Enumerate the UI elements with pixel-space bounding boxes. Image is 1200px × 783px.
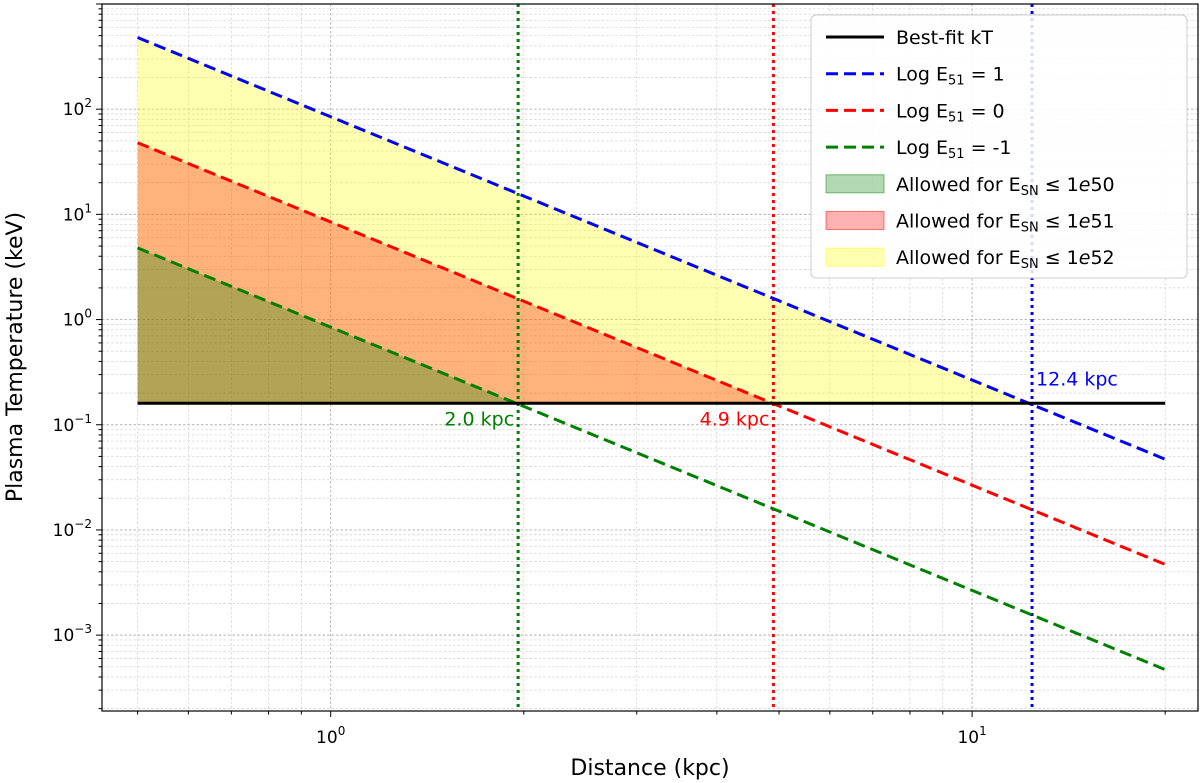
y-tick-label: 100 — [63, 307, 92, 331]
distance-marker-label: 4.9 kpc — [700, 408, 770, 430]
x-tick-label: 101 — [957, 724, 986, 748]
y-tick-label: 101 — [63, 201, 92, 225]
series-lines — [137, 36, 1166, 672]
legend-label-series: Log E51 = -1 — [896, 137, 1011, 162]
series-line-2 — [137, 246, 1166, 672]
legend-label-series: Log E51 = 0 — [896, 100, 1005, 125]
legend-label-region: Allowed for ESN ≤ 1e50 — [896, 174, 1115, 199]
series-line-0 — [137, 36, 1166, 461]
y-tick-label: 10−2 — [53, 517, 92, 541]
distance-marker-label: 2.0 kpc — [444, 408, 514, 430]
y-tick-label: 10−3 — [53, 622, 92, 646]
plot-frame — [101, 3, 1199, 712]
distance-marker-labels: 2.0 kpc 4.9 kpc 12.4 kpc — [444, 368, 1118, 430]
legend-box — [810, 14, 1188, 279]
legend-handle-region — [825, 211, 885, 230]
legend-label-region: Allowed for ESN ≤ 1e51 — [896, 211, 1115, 236]
x-tick-label: 100 — [316, 724, 345, 748]
distance-marker-label: 12.4 kpc — [1036, 368, 1118, 390]
legend-handle-region — [825, 174, 885, 194]
legend-handle-region — [825, 247, 885, 267]
y-tick-label: 10−1 — [53, 412, 92, 436]
y-tick-label: 102 — [63, 96, 92, 120]
legend-label-best-fit: Best-fit kT — [896, 27, 993, 49]
legend: Best-fit kT Log E51 = 1 Log E51 = 0 Log E51… — [810, 14, 1188, 279]
y-axis-label: Plasma Temperature (keV) — [3, 212, 28, 502]
x-axis-label: Distance (kpc) — [570, 756, 729, 781]
legend-label-region: Allowed for ESN ≤ 1e52 — [896, 247, 1115, 272]
distance-markers — [516, 4, 1034, 711]
legend-label-series: Log E51 = 1 — [896, 64, 1005, 89]
series-line-1 — [137, 141, 1166, 566]
